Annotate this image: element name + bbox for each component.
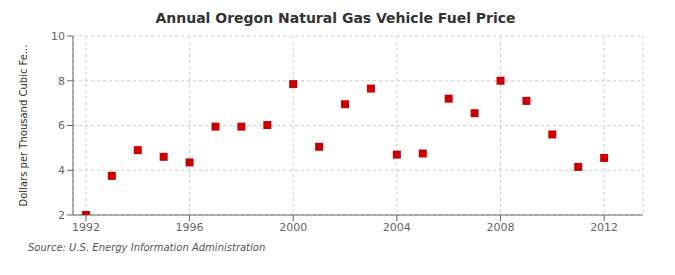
svg-text:8: 8 [58,75,65,88]
svg-text:1992: 1992 [72,221,100,234]
svg-text:4: 4 [58,164,65,177]
html-text:Source: U.S. Energy Informatio: Source: U.S. Energy Information Administ… [28,242,266,253]
svg-text:10: 10 [51,30,65,43]
svg-text:Dollars per Thousand Cubic Fe.: Dollars per Thousand Cubic Fe... [18,45,29,207]
svg-text:2008: 2008 [487,221,515,234]
svg-text:2012: 2012 [590,221,618,234]
svg-text:2004: 2004 [383,221,411,234]
html-text:Annual Oregon Natural Gas Vehi: Annual Oregon Natural Gas Vehicle Fuel P… [155,10,516,26]
svg-text:2000: 2000 [279,221,307,234]
svg-text:2: 2 [58,209,65,222]
svg-text:6: 6 [58,119,65,132]
svg-text:1996: 1996 [176,221,204,234]
